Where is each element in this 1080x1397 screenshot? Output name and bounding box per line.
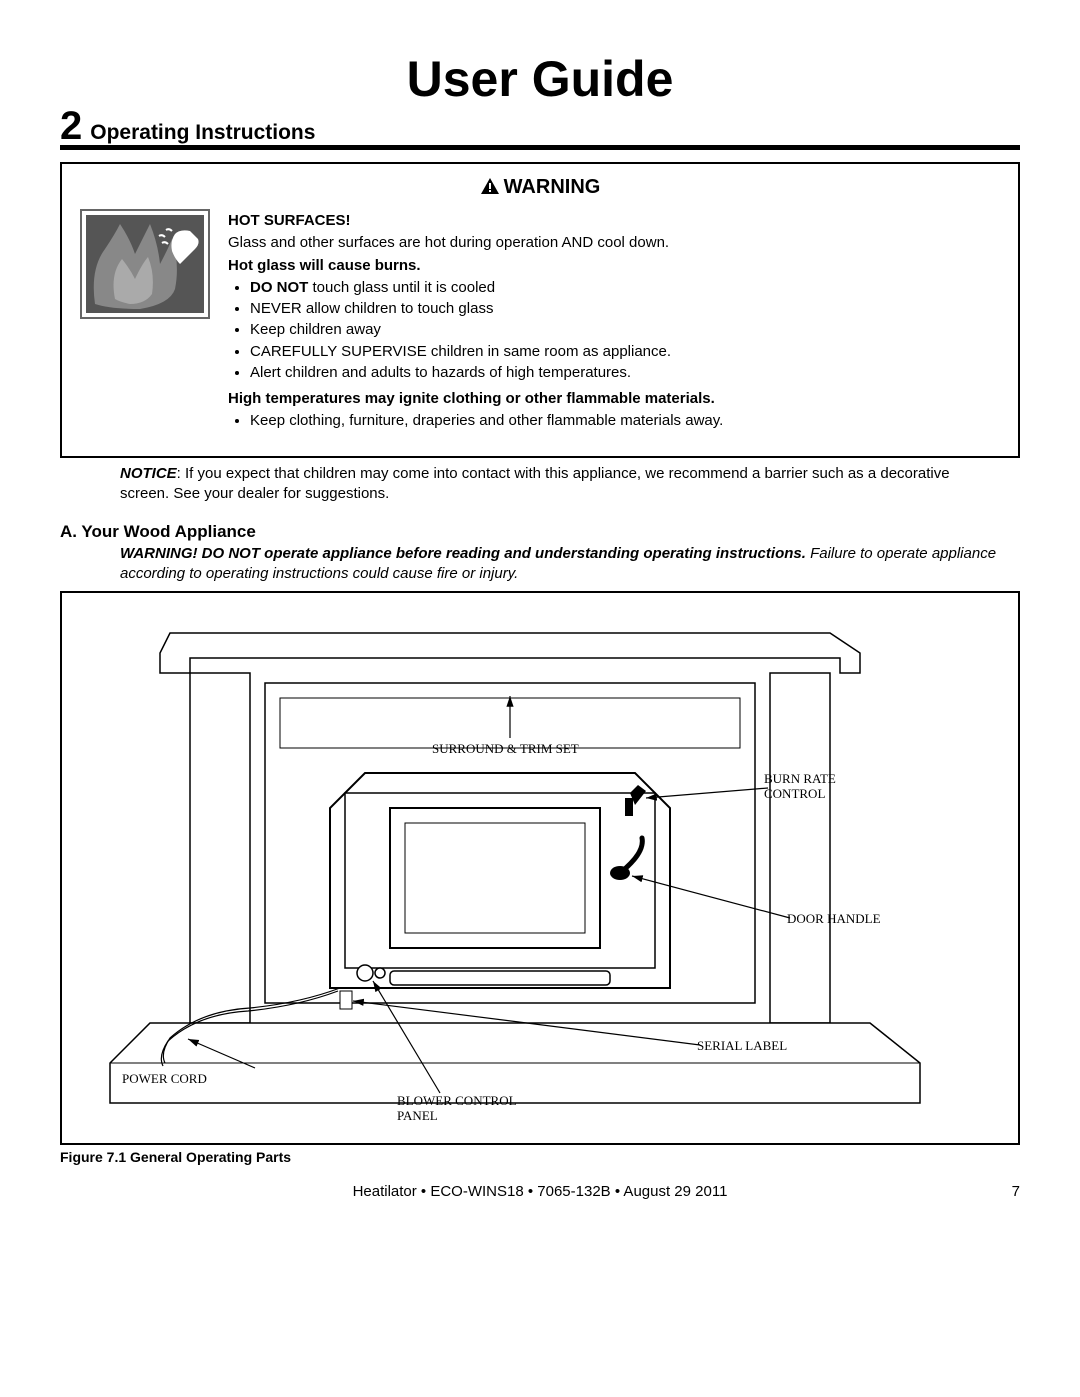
warn-bullet-2: NEVER allow children to touch glass	[250, 299, 1000, 319]
section-title: Operating Instructions	[90, 121, 315, 145]
warning-text: HOT SURFACES! Glass and other surfaces a…	[228, 209, 1000, 438]
notice-text: : If you expect that children may come i…	[120, 465, 950, 502]
warn-bullet-4: CAREFULLY SUPERVISE children in same roo…	[250, 342, 1000, 362]
section-number: 2	[60, 108, 82, 144]
page-title: User Guide	[60, 50, 1020, 108]
hot-surface-icon	[80, 209, 210, 319]
hot-glass-line: Hot glass will cause burns.	[228, 256, 1000, 276]
notice-paragraph: NOTICE: If you expect that children may …	[120, 464, 960, 505]
label-door-handle: DOOR HANDLE	[787, 911, 881, 927]
glass-hot-line: Glass and other surfaces are hot during …	[228, 233, 1000, 253]
warn-bullet-6: Keep clothing, furniture, draperies and …	[250, 411, 1000, 431]
label-surround: SURROUND & TRIM SET	[432, 741, 579, 757]
warning-header: WARNING	[80, 176, 1000, 199]
warning-box: WARNING HOT SURFACES! Glass and other su…	[60, 162, 1020, 458]
label-burn-rate: BURN RATE CONTROL	[764, 771, 854, 802]
footer-text: Heatilator • ECO-WINS18 • 7065-132B • Au…	[353, 1183, 728, 1200]
subsection-title: A. Your Wood Appliance	[60, 522, 1020, 542]
warning-label: WARNING	[504, 176, 601, 198]
appliance-diagram	[62, 593, 1018, 1143]
warn-bullet-5: Alert children and adults to hazards of …	[250, 363, 1000, 383]
hot-surfaces-heading: HOT SURFACES!	[228, 211, 1000, 231]
warn-bullet-3: Keep children away	[250, 320, 1000, 340]
label-serial: SERIAL LABEL	[697, 1038, 787, 1054]
warn-bullet-1: DO NOT touch glass until it is cooled	[250, 278, 1000, 298]
section-header: 2 Operating Instructions	[60, 108, 1020, 150]
page-footer: Heatilator • ECO-WINS18 • 7065-132B • Au…	[60, 1183, 1020, 1200]
high-temp-line: High temperatures may ignite clothing or…	[228, 389, 1000, 409]
subsection-warning: WARNING! DO NOT operate appliance before…	[120, 544, 1020, 585]
page-number: 7	[1012, 1183, 1020, 1200]
notice-label: NOTICE	[120, 465, 177, 482]
warning-triangle-icon	[480, 177, 500, 195]
figure-caption: Figure 7.1 General Operating Parts	[60, 1149, 1020, 1165]
label-blower: BLOWER CONTROL PANEL	[397, 1093, 537, 1124]
label-power-cord: POWER CORD	[122, 1071, 207, 1087]
figure-box: SURROUND & TRIM SET BURN RATE CONTROL DO…	[60, 591, 1020, 1145]
